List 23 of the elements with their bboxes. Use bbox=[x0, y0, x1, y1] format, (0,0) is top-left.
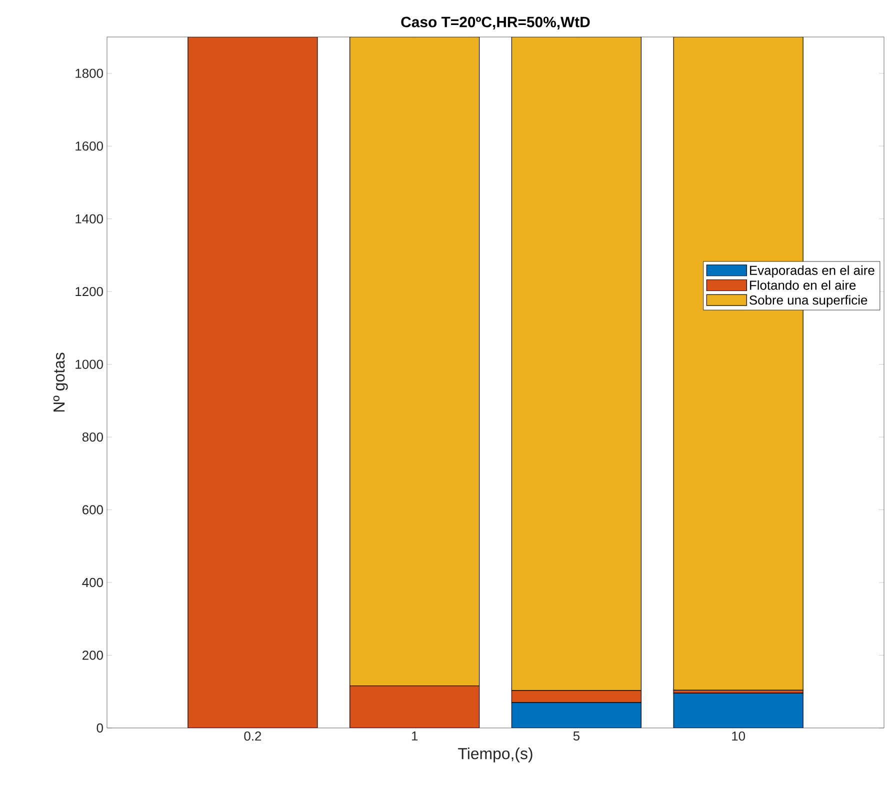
y-tick-label: 600 bbox=[82, 505, 103, 514]
y-tick-label: 400 bbox=[82, 578, 103, 588]
bar bbox=[511, 702, 642, 728]
x-tick-label: 0.2 bbox=[244, 732, 262, 741]
y-tick-label: 1600 bbox=[76, 142, 103, 151]
chart-title: Caso T=20ºC,HR=50%,WtD bbox=[401, 16, 590, 30]
x-axis-title: Tiempo,(s) bbox=[458, 748, 532, 762]
bar bbox=[188, 36, 318, 728]
legend-label: Flotando en el aire bbox=[750, 280, 856, 290]
bar bbox=[673, 692, 804, 728]
y-tick-label: 1200 bbox=[76, 286, 103, 296]
y-tick-label: 1800 bbox=[76, 68, 103, 78]
y-tick-label: 1000 bbox=[76, 360, 103, 369]
y-axis-title: Nº gotas bbox=[53, 352, 68, 412]
legend-label: Sobre una superficie bbox=[750, 295, 868, 308]
y-tick-label: 800 bbox=[82, 432, 103, 442]
y-tick-label: 200 bbox=[82, 650, 103, 660]
x-tick-label: 1 bbox=[412, 732, 418, 740]
legend-label: Evaporadas en el aire bbox=[750, 265, 874, 278]
y-tick-label: 1400 bbox=[76, 214, 103, 224]
y-tick-label: 0 bbox=[96, 723, 103, 733]
x-tick-label: 10 bbox=[732, 732, 746, 741]
x-tick-label: 5 bbox=[573, 732, 580, 741]
